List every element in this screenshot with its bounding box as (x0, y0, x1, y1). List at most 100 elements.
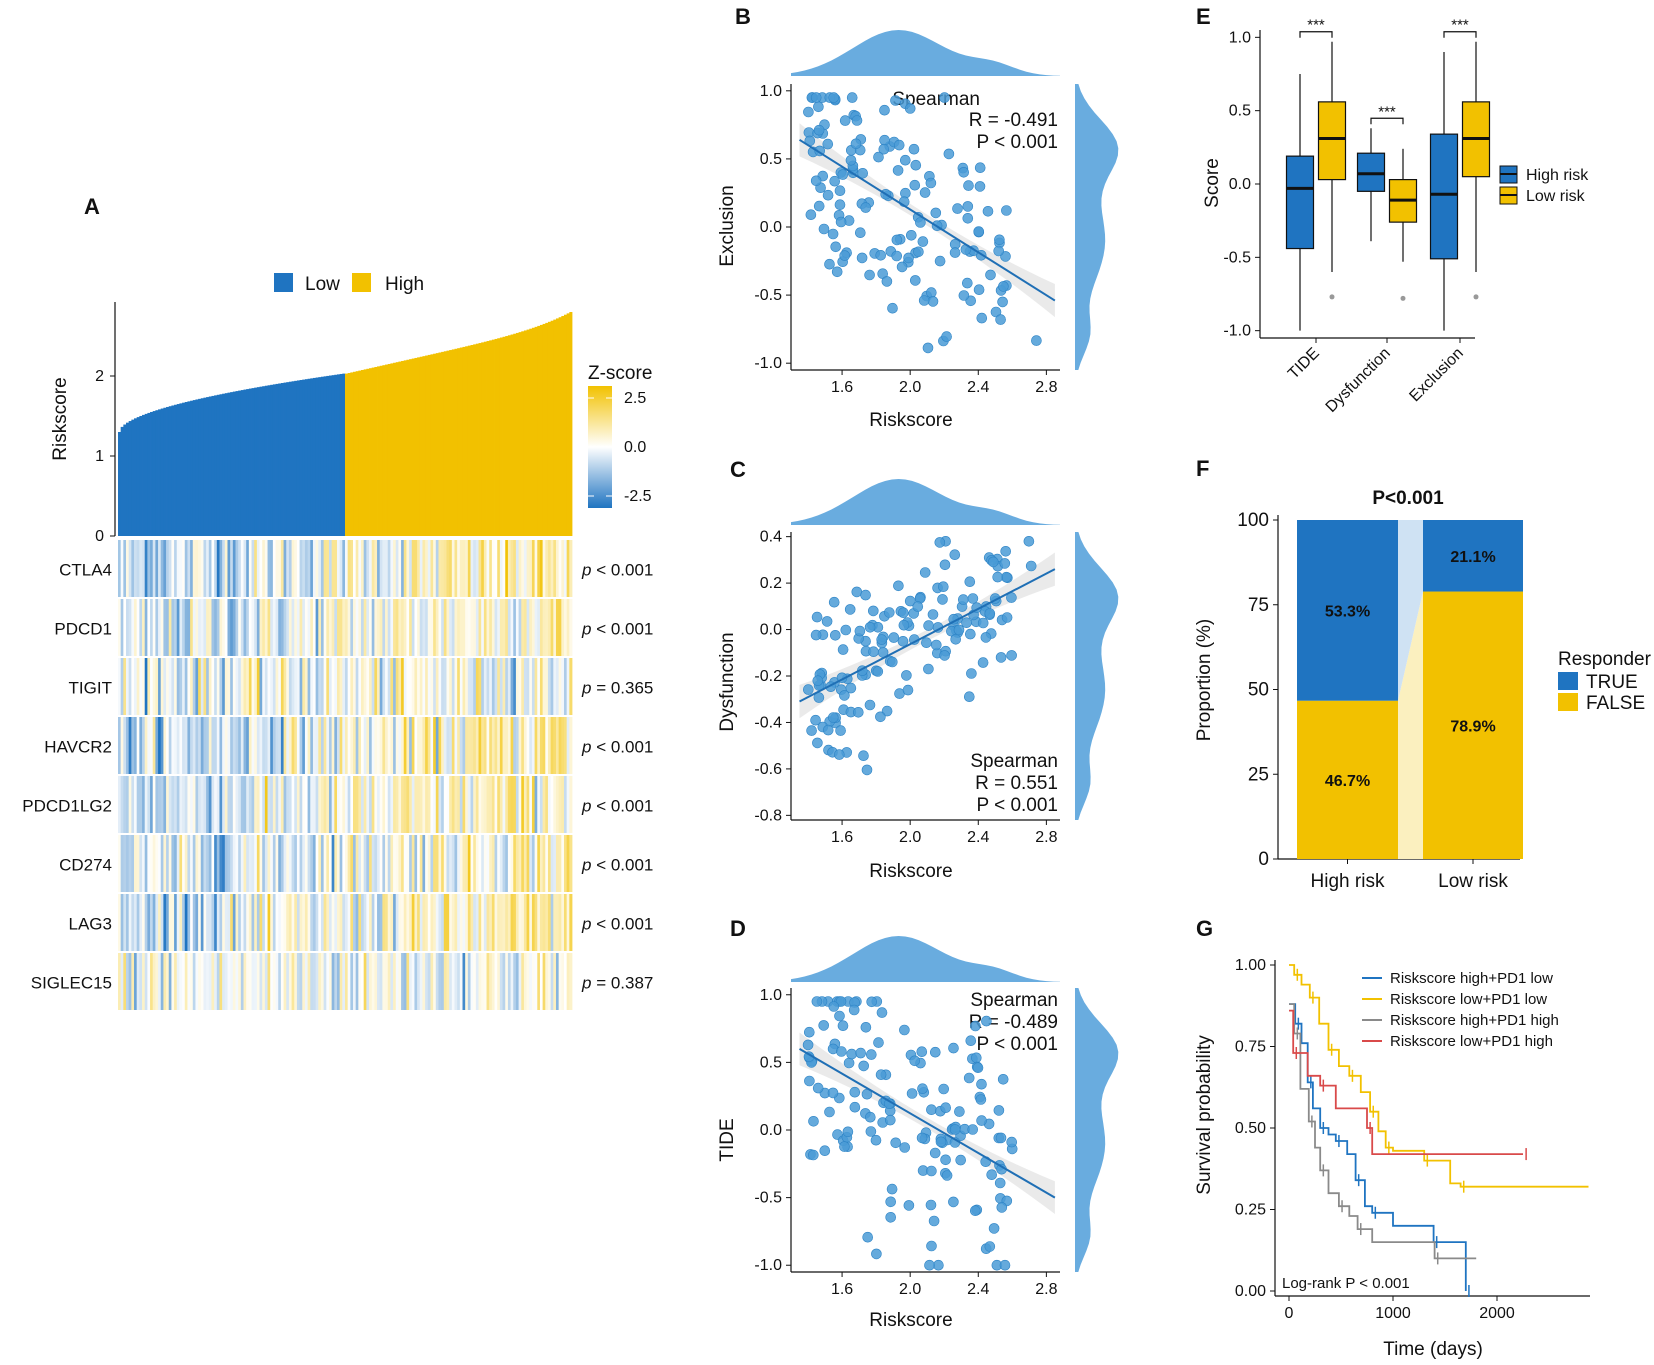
scatter-point (891, 234, 903, 246)
riskscore-bar (462, 346, 466, 536)
heatmap-cell (187, 717, 191, 774)
heatmap-cell (142, 953, 146, 1010)
heatmap-cell (350, 776, 354, 833)
heatmap-cell (275, 717, 279, 774)
heatmap-cell (521, 717, 525, 774)
heatmap-cell (264, 540, 268, 597)
riskscore-bar (203, 397, 207, 536)
scatter-point (980, 632, 992, 643)
heatmap-cell (312, 776, 317, 833)
heatmap-cell (406, 953, 410, 1010)
scatter-point (810, 714, 821, 726)
heatmap-cell (529, 658, 533, 715)
heatmap-cell (542, 894, 546, 951)
heatmap-cell (288, 776, 292, 833)
heatmap-cell (371, 894, 375, 951)
riskscore-bar (171, 405, 175, 536)
heatmap-cell (120, 776, 124, 833)
heatmap-cell (118, 894, 122, 951)
heatmap-cell (369, 658, 373, 715)
heatmap-cell (409, 835, 413, 892)
scatter-point (858, 1060, 870, 1072)
heatmap-cell (267, 717, 271, 774)
riskscore-bar (473, 344, 477, 536)
heatmap-cell (331, 894, 335, 951)
scatter-point (890, 1137, 902, 1149)
riskscore-bar (494, 338, 498, 536)
riskscore-bar (366, 368, 370, 536)
riskscore-bar (371, 367, 375, 536)
heatmap-cell (502, 717, 506, 774)
heatmap-cell (259, 717, 263, 774)
scatter-point (875, 711, 886, 723)
heatmap-cell (331, 540, 335, 597)
heatmap-cell (401, 953, 405, 1010)
heatmap-cell (152, 953, 156, 1010)
heatmap-cell (342, 953, 346, 1010)
heatmap-cell (195, 599, 199, 656)
heatmap-cell (224, 540, 228, 597)
heatmap-cell (342, 540, 346, 597)
scatter-point (949, 247, 961, 258)
heatmap-cell (296, 658, 300, 715)
scatter-point (864, 699, 876, 711)
heatmap-cell (315, 658, 319, 715)
heatmap-cell (128, 599, 132, 656)
heatmap-cell (414, 717, 418, 774)
heatmap-cell (409, 717, 413, 774)
scatter-point (836, 1046, 847, 1057)
heatmap-cell (435, 894, 439, 951)
heatmap-cell (489, 894, 493, 951)
heatmap-cell (507, 658, 511, 715)
heatmap-cell (499, 540, 503, 597)
heatmap-cell (435, 953, 439, 1010)
heatmap-cell (179, 894, 183, 951)
heatmap-cell (232, 894, 236, 951)
heatmap-cell (398, 658, 402, 715)
heatmap-cell (510, 717, 514, 774)
heatmap-cell (483, 894, 487, 951)
scatter-point (909, 179, 921, 191)
heatmap-cell (230, 953, 234, 1010)
heatmap-cell (515, 894, 519, 951)
heatmap-cell (379, 658, 383, 715)
scatter-point (984, 608, 996, 619)
heatmap-cell (179, 540, 183, 597)
heatmap-cell (545, 835, 549, 892)
gene-label: SIGLEC15 (31, 974, 112, 993)
heatmap-cell (118, 599, 122, 656)
heatmap-cell (377, 894, 381, 951)
heatmap-cell (494, 717, 498, 774)
heatmap-cell (553, 599, 557, 656)
heatmap-cell (264, 717, 268, 774)
heatmap-cell (382, 599, 386, 656)
heatmap-cell (182, 717, 186, 774)
heatmap-cell (219, 776, 223, 833)
heatmap-cell (363, 953, 367, 1010)
c-x-axis-title: Riskscore (869, 861, 952, 882)
heatmap-cell (240, 835, 244, 892)
scatter-point (822, 138, 834, 150)
heatmap-cell (222, 953, 226, 1010)
heatmap-cell (486, 776, 490, 833)
heatmap-cell (374, 717, 378, 774)
heatmap-cell (192, 776, 196, 833)
heatmap-cell (243, 599, 247, 656)
heatmap-cell (179, 776, 183, 833)
heatmap-cell (195, 540, 199, 597)
heatmap-cell (433, 599, 437, 656)
heatmap-cell (251, 835, 255, 892)
scatter-point (886, 656, 898, 668)
heatmap-cell (296, 776, 300, 833)
heatmap-cell (409, 776, 413, 833)
scatter-point (976, 1078, 987, 1090)
heatmap-cell (280, 717, 284, 774)
heatmap-cell (534, 599, 538, 656)
scatter-point (871, 1248, 882, 1260)
heatmap-cell (158, 835, 162, 892)
riskscore-bar (547, 321, 552, 536)
riskscore-bar (449, 350, 453, 536)
scatter-point (888, 632, 900, 643)
heatmap-cell (377, 776, 381, 833)
heatmap-cell (328, 540, 333, 597)
